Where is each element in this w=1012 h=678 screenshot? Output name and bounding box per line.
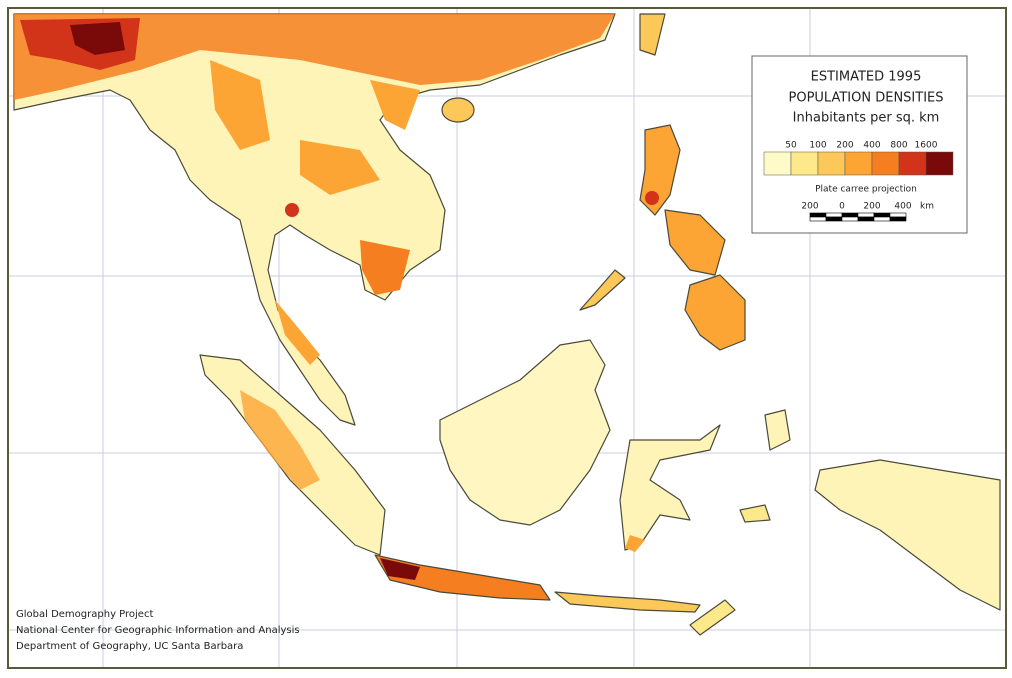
credit-line: National Center for Geographic Informati… [16,625,300,636]
credits: Global Demography Project National Cente… [16,609,300,652]
landmasses [13,13,1001,636]
scale-segment [889,216,907,222]
scale-segment [873,216,891,222]
legend-threshold: 1600 [915,141,938,151]
scale-segment [889,212,907,218]
legend-threshold: 400 [863,141,880,151]
scale-label: 0 [839,202,845,212]
credit-line: Department of Geography, UC Santa Barbar… [16,641,243,652]
scale-segment [841,216,859,222]
legend-title: POPULATION DENSITIES [789,91,944,106]
scale-segment [825,212,843,218]
legend-swatch [898,151,927,176]
legend-title: Inhabitants per sq. km [793,111,940,126]
legend-swatch [844,151,873,176]
scale-label: 200 [863,202,880,212]
scale-label: 400 [894,202,911,212]
scale-segment [873,212,891,218]
scale-segment [841,212,859,218]
legend-threshold: 200 [836,141,853,151]
projection-note: Plate carree projection [815,185,917,195]
legend-swatch [817,151,846,176]
legend-swatches: 50 100 200 400 800 1600 [763,141,954,176]
legend-threshold: 100 [809,141,826,151]
scale-segment [809,216,827,222]
legend-swatch [763,151,792,176]
scale-segment [857,212,875,218]
scale-unit: km [920,202,934,212]
scale-bar: 200 0 200 400 km [801,202,934,222]
legend-title: ESTIMATED 1995 [811,70,922,85]
scale-segment [857,216,875,222]
legend-box [751,55,968,234]
legend-threshold: 50 [785,141,797,151]
scale-segment [809,212,827,218]
legend-swatch [925,151,954,176]
scale-segment [825,216,843,222]
scale-label: 200 [801,202,818,212]
legend-threshold: 800 [890,141,907,151]
credit-line: Global Demography Project [16,609,153,620]
legend: ESTIMATED 1995 POPULATION DENSITIES Inha… [751,55,968,234]
legend-swatch [871,151,900,176]
legend-swatch [790,151,819,176]
